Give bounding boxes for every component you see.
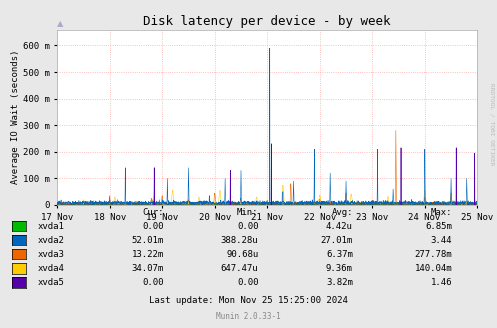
Text: 4.42u: 4.42u xyxy=(326,222,353,231)
Text: 647.47u: 647.47u xyxy=(221,264,258,273)
Text: xvda2: xvda2 xyxy=(37,236,64,245)
Text: Avg:: Avg: xyxy=(331,208,353,217)
Text: xvda4: xvda4 xyxy=(37,264,64,273)
Text: 6.37m: 6.37m xyxy=(326,250,353,259)
Text: Cur:: Cur: xyxy=(143,208,164,217)
Text: 0.00: 0.00 xyxy=(237,222,258,231)
Text: 0.00: 0.00 xyxy=(237,278,258,287)
Text: xvda3: xvda3 xyxy=(37,250,64,259)
Text: 90.68u: 90.68u xyxy=(226,250,258,259)
Text: xvda5: xvda5 xyxy=(37,278,64,287)
Text: Last update: Mon Nov 25 15:25:00 2024: Last update: Mon Nov 25 15:25:00 2024 xyxy=(149,296,348,305)
Text: RRDTOOL / TOBI OETIKER: RRDTOOL / TOBI OETIKER xyxy=(490,83,495,166)
Text: 52.01m: 52.01m xyxy=(132,236,164,245)
Text: 3.82m: 3.82m xyxy=(326,278,353,287)
Text: xvda1: xvda1 xyxy=(37,222,64,231)
Text: 140.04m: 140.04m xyxy=(414,264,452,273)
Text: Max:: Max: xyxy=(431,208,452,217)
Text: 388.28u: 388.28u xyxy=(221,236,258,245)
Text: 3.44: 3.44 xyxy=(431,236,452,245)
Text: Min:: Min: xyxy=(237,208,258,217)
Text: 1.46: 1.46 xyxy=(431,278,452,287)
Text: 6.85m: 6.85m xyxy=(425,222,452,231)
Title: Disk latency per device - by week: Disk latency per device - by week xyxy=(144,15,391,28)
Text: 9.36m: 9.36m xyxy=(326,264,353,273)
Y-axis label: Average IO Wait (seconds): Average IO Wait (seconds) xyxy=(11,50,20,184)
Text: 13.22m: 13.22m xyxy=(132,250,164,259)
Text: 277.78m: 277.78m xyxy=(414,250,452,259)
Text: Munin 2.0.33-1: Munin 2.0.33-1 xyxy=(216,312,281,321)
Text: ▲: ▲ xyxy=(57,19,64,28)
Text: 0.00: 0.00 xyxy=(143,222,164,231)
Text: 0.00: 0.00 xyxy=(143,278,164,287)
Text: 34.07m: 34.07m xyxy=(132,264,164,273)
Text: 27.01m: 27.01m xyxy=(321,236,353,245)
